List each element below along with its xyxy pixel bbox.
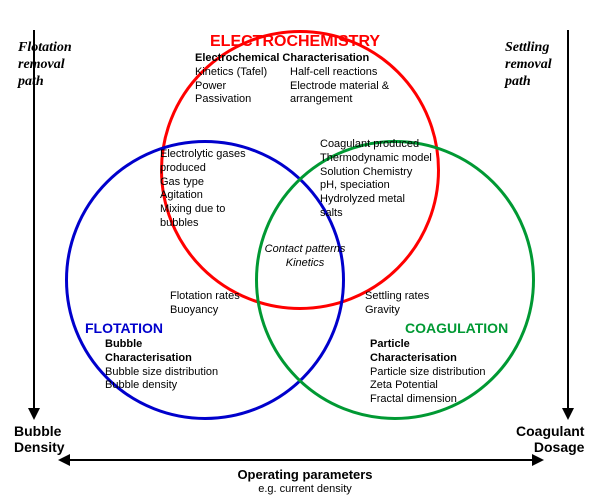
txt: Half-cell reactions	[290, 66, 415, 80]
label-flotation-path: Flotation removal path	[18, 40, 72, 90]
txt: Coagulant produced	[320, 138, 450, 152]
region-flotation-side: Flotation rates Buoyancy	[170, 290, 260, 318]
txt: Fractal dimension	[370, 393, 520, 407]
txt: arrangement	[290, 93, 415, 107]
arrowhead-right-icon	[532, 454, 544, 466]
txt: path	[18, 74, 72, 91]
txt: Characterisation	[105, 352, 245, 366]
electrochem-heading: Electrochemical Characterisation	[195, 52, 425, 66]
region-electrochem-only: Electrochemical Characterisation Kinetic…	[195, 52, 425, 107]
txt: Bubble	[14, 423, 65, 439]
txt: Flotation	[18, 40, 72, 57]
txt: Settling	[505, 40, 552, 57]
region-coagulation-side: Settling rates Gravity	[365, 290, 455, 318]
txt: Agitation	[160, 189, 270, 203]
label-settling-path: Settling removal path	[505, 40, 552, 90]
txt: Flotation rates	[170, 290, 260, 304]
txt: Density	[14, 439, 65, 455]
txt: Kinetics (Tafel)	[195, 66, 280, 80]
region-electrochem-coagulation: Coagulant produced Thermodynamic model S…	[320, 138, 450, 221]
txt: removal	[505, 57, 552, 74]
txt: Characterisation	[370, 352, 520, 366]
txt: Contact patterns	[250, 243, 360, 257]
label-electrochemistry: ELECTROCHEMISTRY	[210, 33, 380, 51]
txt: Thermodynamic model	[320, 152, 450, 166]
txt: Hydrolyzed metal	[320, 193, 450, 207]
label-operating-parameters: Operating parameters e.g. current densit…	[200, 467, 410, 496]
region-electrochem-flotation: Electrolytic gases produced Gas type Agi…	[160, 148, 270, 231]
txt: Settling rates	[365, 290, 455, 304]
txt: Electrode material &	[290, 80, 415, 94]
txt: pH, speciation	[320, 179, 450, 193]
txt: Power	[195, 80, 280, 94]
region-center: Contact patterns Kinetics	[250, 243, 360, 271]
txt: e.g. current density	[200, 483, 410, 496]
txt: bubbles	[160, 217, 270, 231]
label-coagulant-dosage: Coagulant Dosage	[516, 423, 584, 455]
txt: salts	[320, 207, 450, 221]
txt: Bubble size distribution	[105, 366, 245, 380]
arrowhead-down-icon	[28, 408, 40, 420]
region-coagulation-only: Particle Characterisation Particle size …	[370, 338, 520, 407]
txt: Buoyancy	[170, 304, 260, 318]
txt: produced	[160, 162, 270, 176]
txt: removal	[18, 57, 72, 74]
txt: Gravity	[365, 304, 455, 318]
txt: path	[505, 74, 552, 91]
txt: Particle	[370, 338, 520, 352]
venn-diagram: ELECTROCHEMISTRY FLOTATION COAGULATION E…	[0, 0, 602, 503]
region-flotation-only: Bubble Characterisation Bubble size dist…	[105, 338, 245, 393]
txt: Operating parameters	[200, 467, 410, 483]
arrowhead-left-icon	[58, 454, 70, 466]
txt: Particle size distribution	[370, 366, 520, 380]
label-flotation: FLOTATION	[85, 320, 163, 336]
label-coagulation: COAGULATION	[405, 320, 508, 336]
txt: Coagulant	[516, 423, 584, 439]
arrow-operating-parameters	[70, 459, 532, 461]
txt: Solution Chemistry	[320, 166, 450, 180]
label-bubble-density: Bubble Density	[14, 423, 65, 455]
txt: Dosage	[516, 439, 584, 455]
arrow-settling-path	[567, 30, 569, 410]
txt: Gas type	[160, 176, 270, 190]
txt: Bubble	[105, 338, 245, 352]
txt: Zeta Potential	[370, 379, 520, 393]
arrowhead-down-icon	[562, 408, 574, 420]
txt: Passivation	[195, 93, 280, 107]
txt: Bubble density	[105, 379, 245, 393]
txt: Kinetics	[250, 257, 360, 271]
txt: Electrolytic gases	[160, 148, 270, 162]
txt: Mixing due to	[160, 203, 270, 217]
